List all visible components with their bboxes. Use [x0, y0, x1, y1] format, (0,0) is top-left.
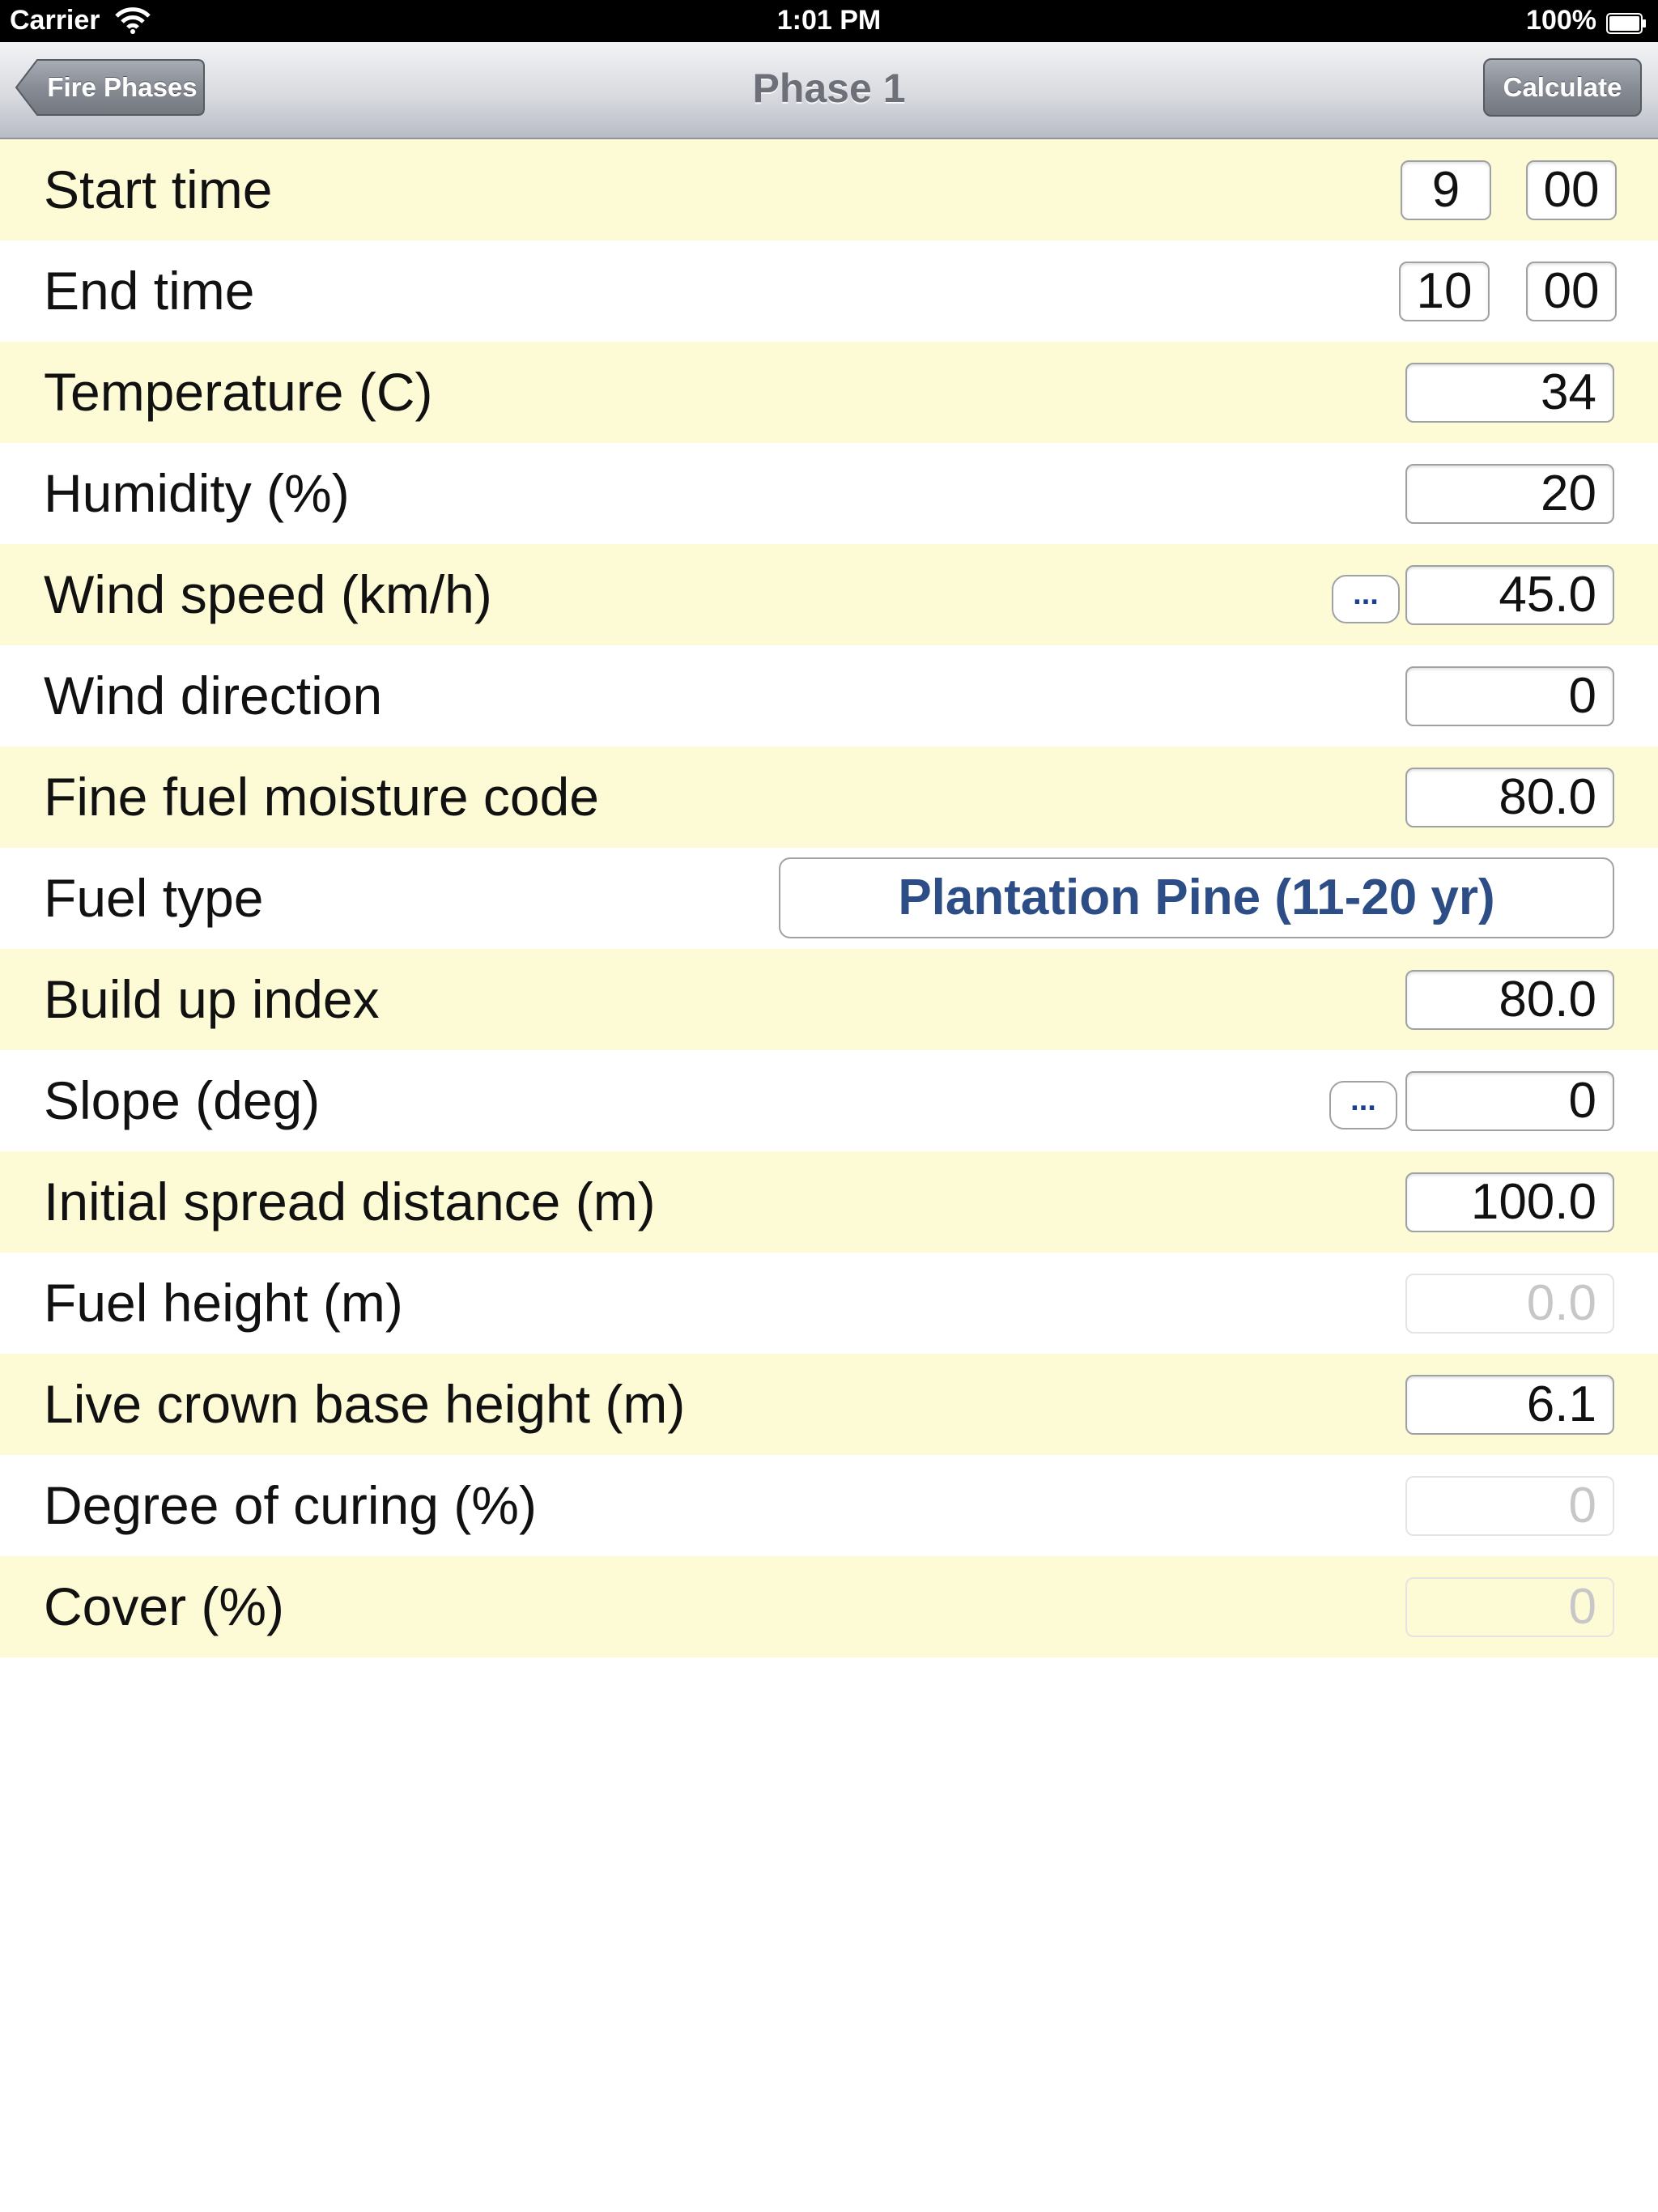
navigation-bar: Fire Phases Phase 1 Calculate — [0, 42, 1658, 139]
fuel-type-picker[interactable]: Plantation Pine (11-20 yr) — [779, 857, 1614, 938]
start-time-label: Start time — [44, 160, 273, 219]
wind-speed-field[interactable]: 45.0 — [1405, 565, 1614, 625]
row-ffmc: Fine fuel moisture code 80.0 — [0, 747, 1658, 848]
initial-spread-distance-field[interactable]: 100.0 — [1405, 1172, 1614, 1232]
wifi-icon — [113, 5, 152, 36]
row-wind-direction: Wind direction 0 — [0, 645, 1658, 747]
humidity-label: Humidity (%) — [44, 463, 350, 523]
fuel-height-field: 0.0 — [1405, 1274, 1614, 1334]
ffmc-field[interactable]: 80.0 — [1405, 768, 1614, 827]
cover-label: Cover (%) — [44, 1576, 285, 1636]
row-initial-spread-distance: Initial spread distance (m) 100.0 — [0, 1151, 1658, 1253]
live-crown-base-height-label: Live crown base height (m) — [44, 1374, 686, 1434]
initial-spread-distance-label: Initial spread distance (m) — [44, 1172, 656, 1231]
fuel-height-label: Fuel height (m) — [44, 1273, 403, 1333]
row-degree-of-curing: Degree of curing (%) 0 — [0, 1455, 1658, 1556]
start-hour-field[interactable]: 9 — [1401, 160, 1491, 220]
row-fuel-type: Fuel type Plantation Pine (11-20 yr) — [0, 848, 1658, 949]
row-temperature: Temperature (C) 34 — [0, 342, 1658, 443]
wind-speed-label: Wind speed (km/h) — [44, 564, 492, 624]
ffmc-label: Fine fuel moisture code — [44, 767, 600, 827]
row-start-time: Start time 9 00 — [0, 139, 1658, 240]
calculate-button[interactable]: Calculate — [1483, 58, 1642, 117]
page-title: Phase 1 — [752, 66, 906, 111]
humidity-field[interactable]: 20 — [1405, 464, 1614, 524]
battery-icon — [1606, 10, 1647, 34]
row-end-time: End time 10 00 — [0, 240, 1658, 342]
row-build-up-index: Build up index 80.0 — [0, 949, 1658, 1050]
row-slope: Slope (deg) ... 0 — [0, 1050, 1658, 1151]
end-hour-field[interactable]: 10 — [1399, 262, 1490, 321]
degree-of-curing-label: Degree of curing (%) — [44, 1475, 537, 1535]
slope-options-button[interactable]: ... — [1329, 1081, 1397, 1129]
live-crown-base-height-field[interactable]: 6.1 — [1405, 1375, 1614, 1435]
temperature-label: Temperature (C) — [44, 362, 433, 422]
wind-direction-label: Wind direction — [44, 666, 383, 725]
row-fuel-height: Fuel height (m) 0.0 — [0, 1253, 1658, 1354]
status-bar: Carrier 1:01 PM 100% — [0, 0, 1658, 42]
slope-label: Slope (deg) — [44, 1070, 321, 1130]
back-button[interactable]: Fire Phases — [15, 58, 206, 117]
wind-direction-field[interactable]: 0 — [1405, 666, 1614, 726]
phase-form: Start time 9 00 End time 10 00 Temperatu… — [0, 139, 1658, 1657]
temperature-field[interactable]: 34 — [1405, 363, 1614, 423]
start-minute-field[interactable]: 00 — [1526, 160, 1617, 220]
degree-of-curing-field: 0 — [1405, 1476, 1614, 1536]
fuel-type-label: Fuel type — [44, 868, 264, 928]
back-arrow-icon — [15, 59, 205, 116]
cover-field: 0 — [1405, 1577, 1614, 1637]
slope-field[interactable]: 0 — [1405, 1071, 1614, 1131]
carrier-label: Carrier — [10, 5, 100, 36]
row-humidity: Humidity (%) 20 — [0, 443, 1658, 544]
row-wind-speed: Wind speed (km/h) ... 45.0 — [0, 544, 1658, 645]
end-time-label: End time — [44, 261, 255, 321]
build-up-index-label: Build up index — [44, 969, 380, 1029]
back-button-label: Fire Phases — [47, 72, 198, 102]
row-live-crown-base-height: Live crown base height (m) 6.1 — [0, 1354, 1658, 1455]
build-up-index-field[interactable]: 80.0 — [1405, 970, 1614, 1030]
clock: 1:01 PM — [776, 5, 882, 36]
end-minute-field[interactable]: 00 — [1526, 262, 1617, 321]
battery-percentage: 100% — [1526, 5, 1596, 36]
wind-speed-options-button[interactable]: ... — [1332, 575, 1400, 623]
row-cover: Cover (%) 0 — [0, 1556, 1658, 1657]
